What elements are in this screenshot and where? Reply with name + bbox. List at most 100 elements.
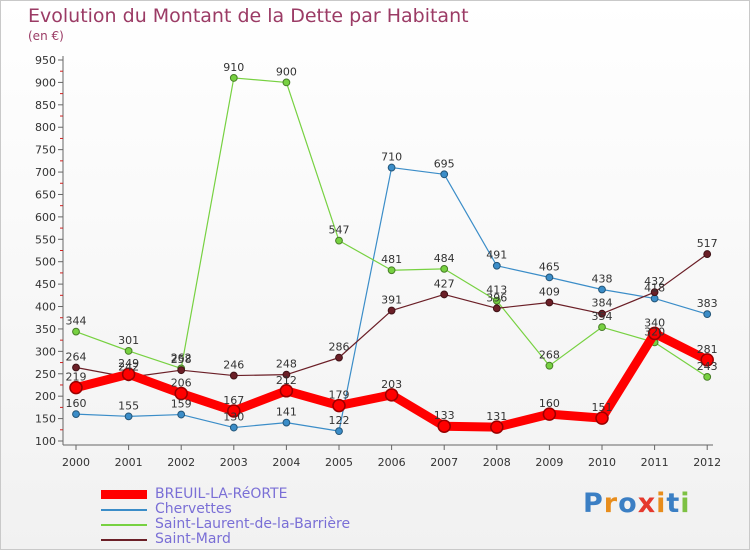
x-tick-label: 2002	[167, 456, 195, 469]
chart-title: Evolution du Montant de la Dette par Hab…	[28, 5, 469, 27]
data-label: 159	[171, 398, 192, 411]
data-point	[384, 388, 399, 402]
x-tick-label: 2009	[535, 456, 563, 469]
data-point	[279, 384, 294, 398]
data-point	[72, 410, 80, 419]
data-point	[492, 261, 501, 270]
data-label: 248	[276, 358, 297, 371]
data-point	[72, 363, 80, 372]
data-label: 900	[276, 65, 297, 78]
data-label: 160	[539, 397, 560, 410]
data-point	[282, 78, 291, 87]
y-tick-label: 550	[35, 233, 56, 246]
data-label: 354	[592, 310, 613, 323]
y-tick-label: 600	[35, 211, 56, 224]
x-tick-label: 2006	[378, 456, 406, 469]
data-label: 396	[486, 291, 507, 304]
data-point	[492, 296, 501, 305]
data-point	[703, 250, 712, 258]
data-point	[387, 163, 396, 172]
data-label: 427	[434, 277, 455, 290]
data-label: 409	[539, 285, 560, 298]
data-label: 167	[223, 394, 244, 407]
data-point	[387, 306, 396, 315]
data-point	[598, 285, 606, 294]
data-label: 155	[118, 399, 139, 412]
y-tick-label: 750	[35, 144, 56, 157]
legend-swatch	[101, 523, 147, 526]
data-point	[282, 418, 291, 427]
data-label: 122	[329, 414, 350, 427]
data-label: 710	[381, 151, 402, 164]
legend-swatch	[101, 490, 147, 499]
y-tick-label: 200	[35, 390, 56, 403]
legend-item: Chervettes	[101, 502, 350, 517]
data-label: 160	[66, 397, 87, 410]
data-point	[437, 419, 451, 433]
data-point	[490, 420, 504, 434]
logo-letter: x	[637, 488, 657, 519]
data-point	[72, 327, 80, 336]
data-point	[335, 353, 343, 362]
y-tick-label: 850	[35, 99, 56, 112]
data-label: 344	[66, 315, 87, 328]
data-point	[703, 310, 712, 319]
data-point	[332, 398, 346, 413]
data-point	[598, 323, 606, 332]
data-point	[440, 264, 449, 273]
proxiti-logo: Proxiti	[583, 488, 691, 519]
data-point	[229, 423, 238, 432]
data-point	[69, 380, 83, 395]
data-point	[335, 427, 343, 436]
data-label: 264	[66, 350, 87, 363]
y-tick-label: 650	[35, 188, 56, 201]
data-label: 481	[381, 253, 402, 266]
data-label: 320	[644, 325, 665, 338]
x-tick-label: 2004	[272, 456, 300, 469]
data-label: 432	[644, 275, 665, 288]
data-label: 413	[486, 284, 507, 297]
data-point	[545, 361, 554, 370]
data-label: 391	[381, 294, 402, 307]
data-point	[440, 170, 449, 179]
data-label: 910	[223, 61, 244, 74]
data-point	[177, 410, 186, 419]
logo-letter: t	[666, 488, 681, 519]
x-tick-label: 2011	[641, 456, 669, 469]
data-point	[177, 366, 186, 375]
data-label: 212	[276, 374, 297, 387]
data-point	[124, 412, 133, 421]
logo-letter: P	[583, 488, 604, 519]
data-point	[282, 370, 291, 379]
data-point	[121, 367, 136, 381]
legend-label: Chervettes	[155, 501, 232, 517]
data-label: 418	[644, 281, 665, 294]
data-label: 141	[276, 406, 297, 419]
x-tick-label: 2003	[220, 456, 248, 469]
data-point	[174, 386, 188, 401]
x-tick-label: 2000	[62, 456, 90, 469]
y-tick-label: 300	[35, 345, 56, 358]
data-point	[703, 373, 712, 381]
x-tick-label: 2012	[693, 456, 721, 469]
logo-letter: i	[680, 488, 691, 519]
x-tick-label: 2001	[115, 456, 143, 469]
data-point	[595, 411, 609, 425]
data-label: 249	[118, 357, 139, 370]
y-tick-label: 100	[35, 435, 56, 448]
data-label: 246	[223, 359, 244, 372]
data-point	[335, 236, 343, 245]
data-point	[492, 304, 501, 313]
x-tick-label: 2007	[430, 456, 458, 469]
data-label: 491	[486, 249, 507, 262]
data-label: 547	[329, 224, 350, 237]
y-tick-label: 900	[35, 76, 56, 89]
data-point	[440, 290, 449, 299]
data-label: 131	[486, 410, 507, 423]
data-point	[229, 74, 238, 82]
data-label: 286	[329, 341, 350, 354]
data-label: 133	[434, 409, 455, 422]
legend-label: BREUIL-LA-RéORTE	[155, 486, 288, 502]
data-label: 206	[171, 376, 192, 389]
